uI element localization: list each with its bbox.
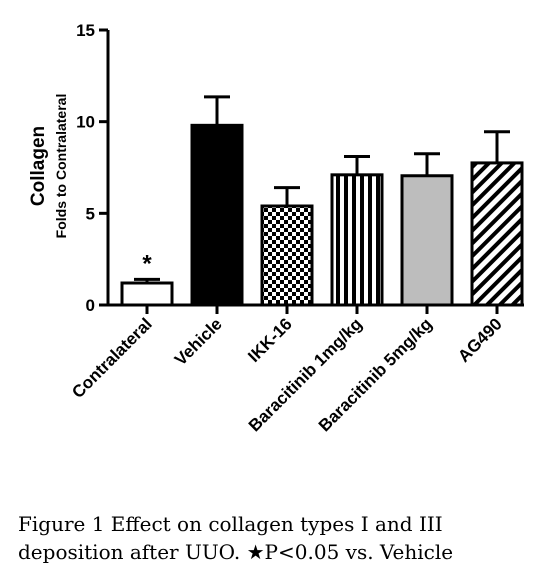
significance-mark-0: * bbox=[142, 250, 152, 277]
error-bars bbox=[134, 95, 510, 283]
y-ticks: 0 5 10 15 bbox=[76, 21, 108, 315]
bar-1 bbox=[190, 123, 244, 307]
bar-5 bbox=[470, 161, 524, 307]
x-tick-label-2: IKK-16 bbox=[244, 314, 296, 366]
figure-caption: Figure 1 Effect on collagen types I and … bbox=[18, 510, 538, 566]
y-axis-subtitle: Folds to Contralateral bbox=[53, 94, 69, 239]
significance-marks: * bbox=[142, 250, 152, 277]
y-tick-label-2: 10 bbox=[76, 113, 95, 132]
caption-line-1: Figure 1 Effect on collagen types I and … bbox=[18, 512, 443, 536]
x-tick-label-1: Vehicle bbox=[171, 314, 226, 369]
y-tick-label-3: 15 bbox=[76, 21, 95, 40]
y-tick-label-0: 0 bbox=[86, 296, 95, 315]
y-axis-title: Collagen bbox=[28, 126, 49, 206]
axes bbox=[106, 30, 524, 307]
caption-line-2: deposition after UUO. ★P<0.05 vs. Vehicl… bbox=[18, 540, 454, 564]
x-tick-label-5: AG490 bbox=[454, 314, 506, 366]
bars bbox=[120, 123, 524, 307]
x-tick-label-0: Contralateral bbox=[68, 314, 156, 402]
y-axis-label: Collagen Folds to Contralateral bbox=[28, 94, 69, 239]
bar-0 bbox=[120, 281, 174, 307]
bar-4 bbox=[400, 174, 454, 307]
bar-chart: Collagen Folds to Contralateral * 0 5 10 15… bbox=[28, 21, 524, 435]
bar-3 bbox=[330, 173, 384, 307]
y-tick-label-1: 5 bbox=[86, 204, 95, 223]
bar-2 bbox=[260, 204, 314, 307]
